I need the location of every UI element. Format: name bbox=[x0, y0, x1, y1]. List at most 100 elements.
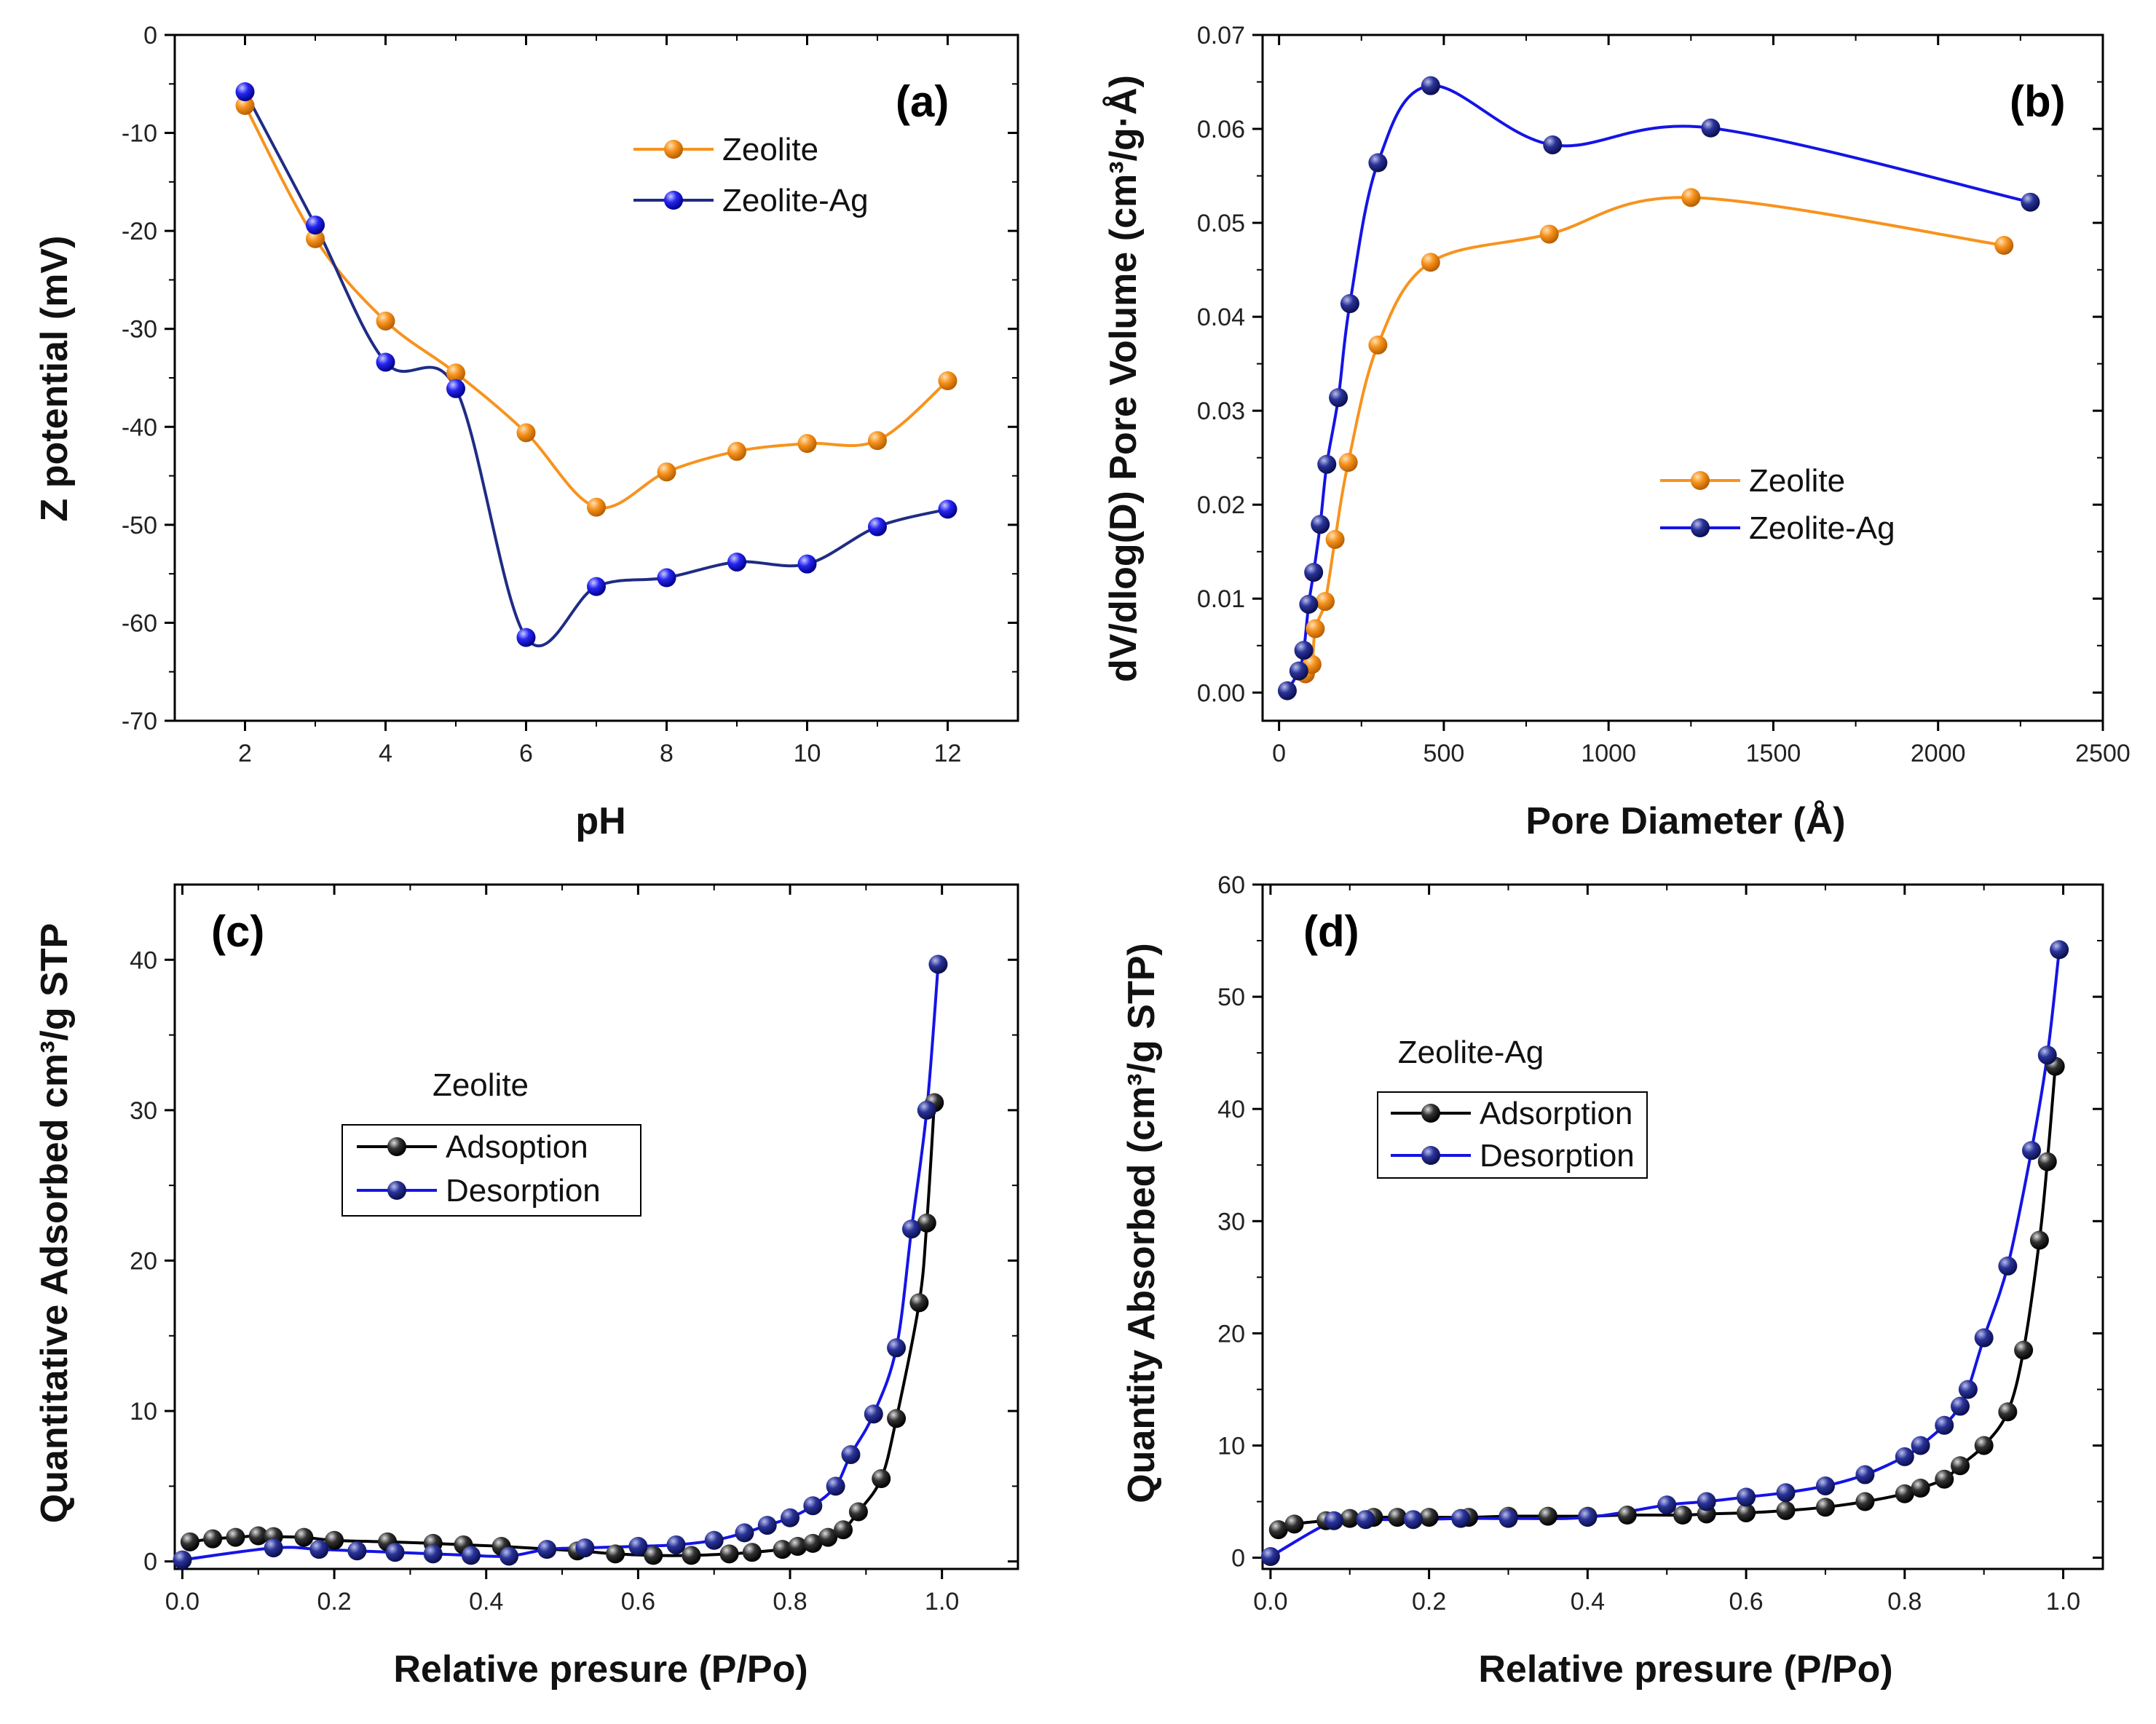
y-tick-label: 50 bbox=[1217, 984, 1245, 1011]
y-tick-label: 10 bbox=[130, 1398, 157, 1426]
y-axis-title-a: Z potential (mV) bbox=[33, 236, 76, 522]
plot-frame-a bbox=[173, 33, 1019, 722]
data-point-d-1 bbox=[1657, 1495, 1677, 1515]
data-point-b-0 bbox=[1421, 253, 1440, 272]
data-point-b-1 bbox=[1277, 681, 1297, 700]
data-point-b-1 bbox=[1304, 563, 1324, 582]
data-point-c-1 bbox=[461, 1546, 481, 1565]
data-point-d-1 bbox=[1403, 1510, 1423, 1530]
legend-label-d-0: Adsorption bbox=[1480, 1096, 1632, 1131]
x-tick-label: 0.0 bbox=[165, 1588, 200, 1616]
data-point-d-1 bbox=[2037, 1045, 2057, 1065]
data-point-c-1 bbox=[173, 1550, 192, 1570]
data-point-d-0 bbox=[1388, 1508, 1407, 1527]
data-point-d-0 bbox=[1737, 1503, 1756, 1522]
data-point-d-0 bbox=[1419, 1508, 1439, 1527]
panel-b: 0 500 1000 1500 2000 2500 0.00 0.01 0.02 0.03 0.04… bbox=[1102, 22, 2131, 842]
y-tick-label: 0.02 bbox=[1197, 491, 1245, 519]
data-point-c-0 bbox=[803, 1533, 823, 1553]
data-point-d-1 bbox=[1895, 1447, 1914, 1466]
data-point-b-1 bbox=[1294, 641, 1314, 660]
data-point-a-1 bbox=[797, 554, 817, 574]
data-point-a-1 bbox=[376, 352, 395, 372]
y-tick-label: 0.07 bbox=[1197, 22, 1245, 50]
legend-marker-d-1 bbox=[1421, 1146, 1440, 1165]
data-point-b-0 bbox=[1368, 335, 1388, 355]
plot-frame-d bbox=[1261, 883, 2104, 1570]
x-tick-label: 1000 bbox=[1581, 740, 1636, 767]
data-point-c-1 bbox=[781, 1508, 800, 1527]
x-tick-label: 0.4 bbox=[469, 1588, 503, 1616]
legend-label-c-0: Adsoption bbox=[446, 1129, 588, 1165]
data-point-c-0 bbox=[887, 1409, 907, 1428]
data-point-d-1 bbox=[1451, 1508, 1471, 1528]
y-tick-label: 40 bbox=[1217, 1096, 1245, 1123]
data-point-c-1 bbox=[499, 1546, 519, 1566]
data-point-c-0 bbox=[719, 1544, 739, 1564]
data-point-b-1 bbox=[1543, 135, 1563, 154]
data-point-a-0 bbox=[587, 497, 606, 517]
legend-marker-b-1 bbox=[1691, 518, 1710, 537]
data-point-d-1 bbox=[1951, 1396, 1970, 1416]
data-point-b-1 bbox=[1421, 76, 1440, 95]
data-point-c-0 bbox=[872, 1469, 891, 1489]
series-line-b-1 bbox=[1286, 84, 2031, 692]
x-tick-label: 6 bbox=[519, 740, 533, 767]
data-point-c-0 bbox=[682, 1546, 701, 1565]
y-tick-label: 0.01 bbox=[1197, 585, 1245, 613]
data-point-b-1 bbox=[1329, 388, 1349, 408]
data-point-a-1 bbox=[657, 568, 676, 588]
data-point-d-1 bbox=[2050, 940, 2069, 960]
data-point-d-1 bbox=[1260, 1547, 1280, 1567]
y-tick-label: -50 bbox=[122, 512, 157, 539]
legend-marker-b-0 bbox=[1691, 471, 1710, 490]
data-point-b-1 bbox=[2021, 192, 2040, 212]
data-point-d-0 bbox=[1538, 1506, 1557, 1526]
data-point-b-0 bbox=[1306, 619, 1325, 638]
legend-marker-c-0 bbox=[387, 1137, 406, 1156]
data-point-a-1 bbox=[727, 552, 746, 572]
data-point-a-0 bbox=[376, 311, 395, 331]
data-point-a-1 bbox=[587, 577, 606, 596]
data-point-c-1 bbox=[423, 1544, 443, 1564]
y-tick-label: -30 bbox=[122, 316, 157, 344]
y-axis-title-b: dV/dlog(D) Pore Volume (cm³/g·Å) bbox=[1102, 75, 1145, 682]
series-line-a-1 bbox=[243, 91, 948, 648]
data-point-a-0 bbox=[235, 95, 255, 115]
panel-d: 0.0 0.2 0.4 0.6 0.8 1.0 0 10 20 30 40 50 60 Relative … bbox=[1121, 871, 2104, 1691]
y-tick-label: 30 bbox=[130, 1097, 157, 1125]
data-point-d-1 bbox=[1776, 1483, 1796, 1503]
data-point-c-1 bbox=[704, 1530, 724, 1550]
series-line-a-0 bbox=[243, 104, 949, 510]
data-point-c-0 bbox=[742, 1543, 762, 1562]
data-point-d-0 bbox=[1974, 1436, 1994, 1455]
x-tick-label: 2 bbox=[238, 740, 252, 767]
data-point-b-1 bbox=[1311, 515, 1330, 534]
x-tick-label: 10 bbox=[794, 740, 821, 767]
x-tick-label: 2000 bbox=[1911, 740, 1966, 767]
x-tick-label: 0.4 bbox=[1571, 1588, 1605, 1616]
x-tick-label: 0.8 bbox=[1887, 1588, 1922, 1616]
data-point-d-1 bbox=[1697, 1492, 1716, 1511]
data-point-a-0 bbox=[868, 431, 887, 451]
panel-a: 2 4 6 8 10 12 0 -10 -20 -30 -40 -50 -60 -70 pH Z potent… bbox=[33, 22, 1019, 842]
data-point-c-1 bbox=[347, 1541, 367, 1561]
x-tick-label: 0 bbox=[1272, 740, 1286, 767]
y-axis-title-d: Quantity Absorbed (cm³/g STP) bbox=[1121, 943, 1163, 1503]
data-point-b-1 bbox=[1340, 294, 1359, 314]
plot-frame-b bbox=[1261, 33, 2104, 722]
legend-a: Zeolite Zeolite-Ag bbox=[633, 132, 869, 218]
legend-label-b-0: Zeolite bbox=[1749, 463, 1845, 499]
x-tick-label: 0.6 bbox=[1729, 1588, 1763, 1616]
legend-marker-a-1 bbox=[664, 191, 683, 210]
data-point-a-0 bbox=[446, 363, 465, 383]
data-point-a-1 bbox=[938, 499, 957, 519]
data-point-d-1 bbox=[1974, 1328, 1994, 1348]
data-point-c-1 bbox=[575, 1538, 595, 1558]
y-tick-label: 0 bbox=[1231, 1545, 1245, 1573]
legend-label-a-1: Zeolite-Ag bbox=[722, 183, 869, 218]
x-axis-title-a: pH bbox=[575, 800, 625, 842]
data-point-b-1 bbox=[1299, 594, 1319, 614]
data-point-d-1 bbox=[1324, 1511, 1343, 1530]
y-tick-label: 0.05 bbox=[1197, 210, 1245, 237]
